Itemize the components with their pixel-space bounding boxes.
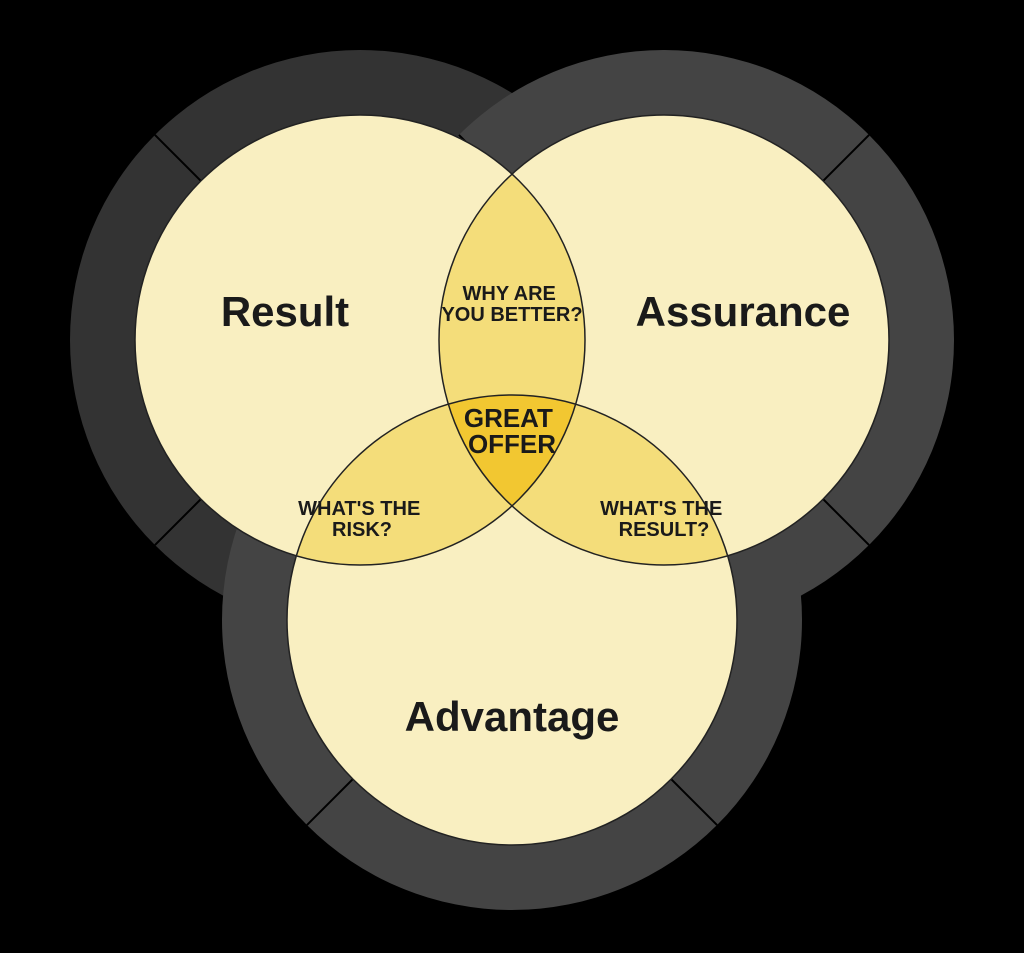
venn-diagram: Result Assurance Advantage WHY ARE YOU B… bbox=[0, 0, 1024, 953]
label-whats-result: WHAT'S THE RESULT? bbox=[600, 498, 728, 541]
label-great-offer: GREAT OFFER bbox=[464, 403, 560, 459]
label-why-better: WHY ARE YOU BETTER? bbox=[441, 283, 582, 326]
label-result: Result bbox=[221, 288, 349, 335]
label-advantage: Advantage bbox=[405, 693, 620, 740]
label-assurance: Assurance bbox=[636, 288, 851, 335]
